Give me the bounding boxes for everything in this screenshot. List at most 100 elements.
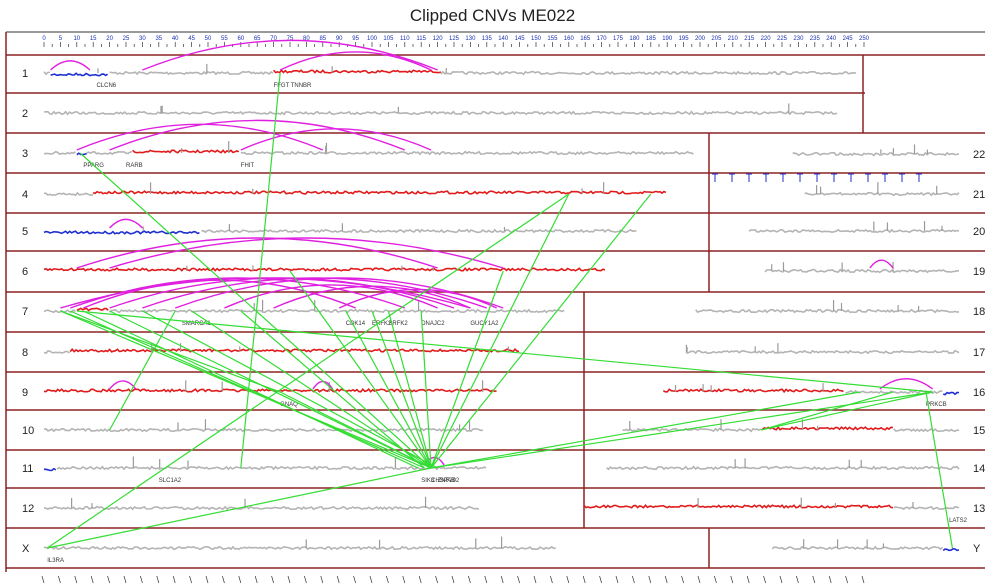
intra-link-arc xyxy=(76,123,324,151)
bottom-tick-mark xyxy=(484,575,488,584)
intra-link-arc xyxy=(109,380,137,390)
gene-label: ZNF202 xyxy=(438,478,460,484)
bottom-tick-mark xyxy=(730,575,734,584)
inter-link-line xyxy=(47,467,432,549)
x-tick-label: 40 xyxy=(172,36,179,42)
inter-link-line xyxy=(430,193,570,469)
cnv-segment xyxy=(440,70,857,76)
intra-link-arc xyxy=(109,218,143,229)
inter-link-line xyxy=(46,193,570,549)
intra-link-arc xyxy=(70,277,406,309)
chromosome-label: 19 xyxy=(973,266,985,278)
cnv-segment xyxy=(43,267,606,272)
x-tick-label: 70 xyxy=(270,36,277,42)
bottom-tick-mark xyxy=(451,575,455,584)
bottom-tick-mark xyxy=(140,575,143,584)
x-tick-label: 230 xyxy=(793,36,804,42)
cnv-segment xyxy=(50,72,109,77)
inter-link-line xyxy=(371,310,432,469)
inter-link-line xyxy=(109,310,432,469)
intra-link-arc xyxy=(109,119,406,151)
chromosome-label: 3 xyxy=(22,148,28,160)
bottom-tick-mark xyxy=(238,575,242,584)
x-tick-label: 110 xyxy=(400,36,410,42)
bottom-tick-mark xyxy=(828,575,832,584)
intra-link-arc xyxy=(83,279,356,309)
bottom-tick-mark xyxy=(599,575,602,584)
bottom-tick-mark xyxy=(779,575,783,584)
gene-label: LATS2 xyxy=(949,518,968,524)
gene-label: GUCY1A2 xyxy=(470,321,499,327)
inter-link-line xyxy=(430,391,861,469)
bottom-tick-mark xyxy=(648,575,652,584)
cnv-segment xyxy=(764,268,959,274)
chromosome-label: 13 xyxy=(973,503,985,515)
cnv-segment xyxy=(943,391,959,396)
bottom-tick-mark xyxy=(845,575,848,584)
x-tick-label: 65 xyxy=(254,36,261,42)
chromosome-label: 9 xyxy=(22,387,28,399)
inter-link-line xyxy=(430,270,504,469)
inter-link-line xyxy=(109,310,176,431)
gene-label: PRKCB xyxy=(926,402,947,408)
inter-link-line xyxy=(76,310,933,393)
x-tick-label: 90 xyxy=(336,36,343,42)
cnv-segment xyxy=(44,467,57,472)
x-tick-label: 120 xyxy=(433,36,444,42)
intra-link-arc xyxy=(279,51,432,71)
bottom-tick-mark xyxy=(336,575,340,584)
bottom-tick-mark xyxy=(632,575,635,584)
bottom-tick-mark xyxy=(74,575,78,584)
bottom-tick-mark xyxy=(533,575,537,584)
x-tick-label: 60 xyxy=(237,36,244,42)
bottom-tick-mark xyxy=(550,575,553,584)
cnv-segment xyxy=(43,505,480,511)
cnv-segment xyxy=(109,308,565,314)
bottom-tick-mark xyxy=(107,575,110,584)
bottom-tick-mark xyxy=(435,575,438,584)
intra-link-arc xyxy=(240,128,432,151)
inter-link-line xyxy=(191,310,432,469)
cnv-segment xyxy=(662,388,844,394)
chromosome-label: 5 xyxy=(22,226,28,238)
chromosome-label: 21 xyxy=(973,189,985,201)
cnv-segment xyxy=(761,426,894,431)
inter-link-line xyxy=(60,310,432,469)
cnv-segment xyxy=(771,545,944,551)
x-tick-label: 55 xyxy=(221,36,228,42)
cnv-segment xyxy=(893,505,960,511)
inter-link-line xyxy=(760,391,894,431)
x-tick-label: 5 xyxy=(59,36,63,42)
gene-label: GNAQ xyxy=(280,402,298,408)
chromosome-label: 8 xyxy=(22,347,28,359)
chromosome-label: 12 xyxy=(22,503,34,515)
chromosome-label: 11 xyxy=(22,463,33,475)
inter-link-line xyxy=(387,310,432,469)
x-tick-label: 220 xyxy=(761,36,772,42)
gene-label: SIK3 xyxy=(421,478,435,484)
x-tick-label: 135 xyxy=(482,36,493,42)
x-tick-label: 20 xyxy=(106,36,113,42)
inter-link-line xyxy=(240,72,281,469)
inter-link-line xyxy=(760,391,933,431)
x-tick-label: 115 xyxy=(416,36,426,42)
bottom-tick-mark xyxy=(320,575,324,584)
bottom-tick-mark xyxy=(500,575,504,584)
x-tick-label: 130 xyxy=(465,36,476,42)
x-tick-label: 0 xyxy=(42,36,46,42)
x-tick-label: 35 xyxy=(155,36,162,42)
x-tick-label: 100 xyxy=(367,36,378,42)
cnv-segment xyxy=(132,149,240,154)
chromosome-label: 1 xyxy=(22,68,28,80)
bottom-tick-mark xyxy=(566,575,570,584)
bottom-tick-mark xyxy=(189,575,192,584)
chromosome-label: 22 xyxy=(973,149,985,161)
x-tick-label: 75 xyxy=(287,36,294,42)
gene-label: IL3RA xyxy=(47,558,64,564)
inter-link-line xyxy=(430,193,652,469)
bottom-tick-mark xyxy=(386,575,389,584)
chromosome-label: 16 xyxy=(973,387,985,399)
cnv-segment xyxy=(240,150,694,156)
bottom-tick-mark xyxy=(123,575,127,584)
